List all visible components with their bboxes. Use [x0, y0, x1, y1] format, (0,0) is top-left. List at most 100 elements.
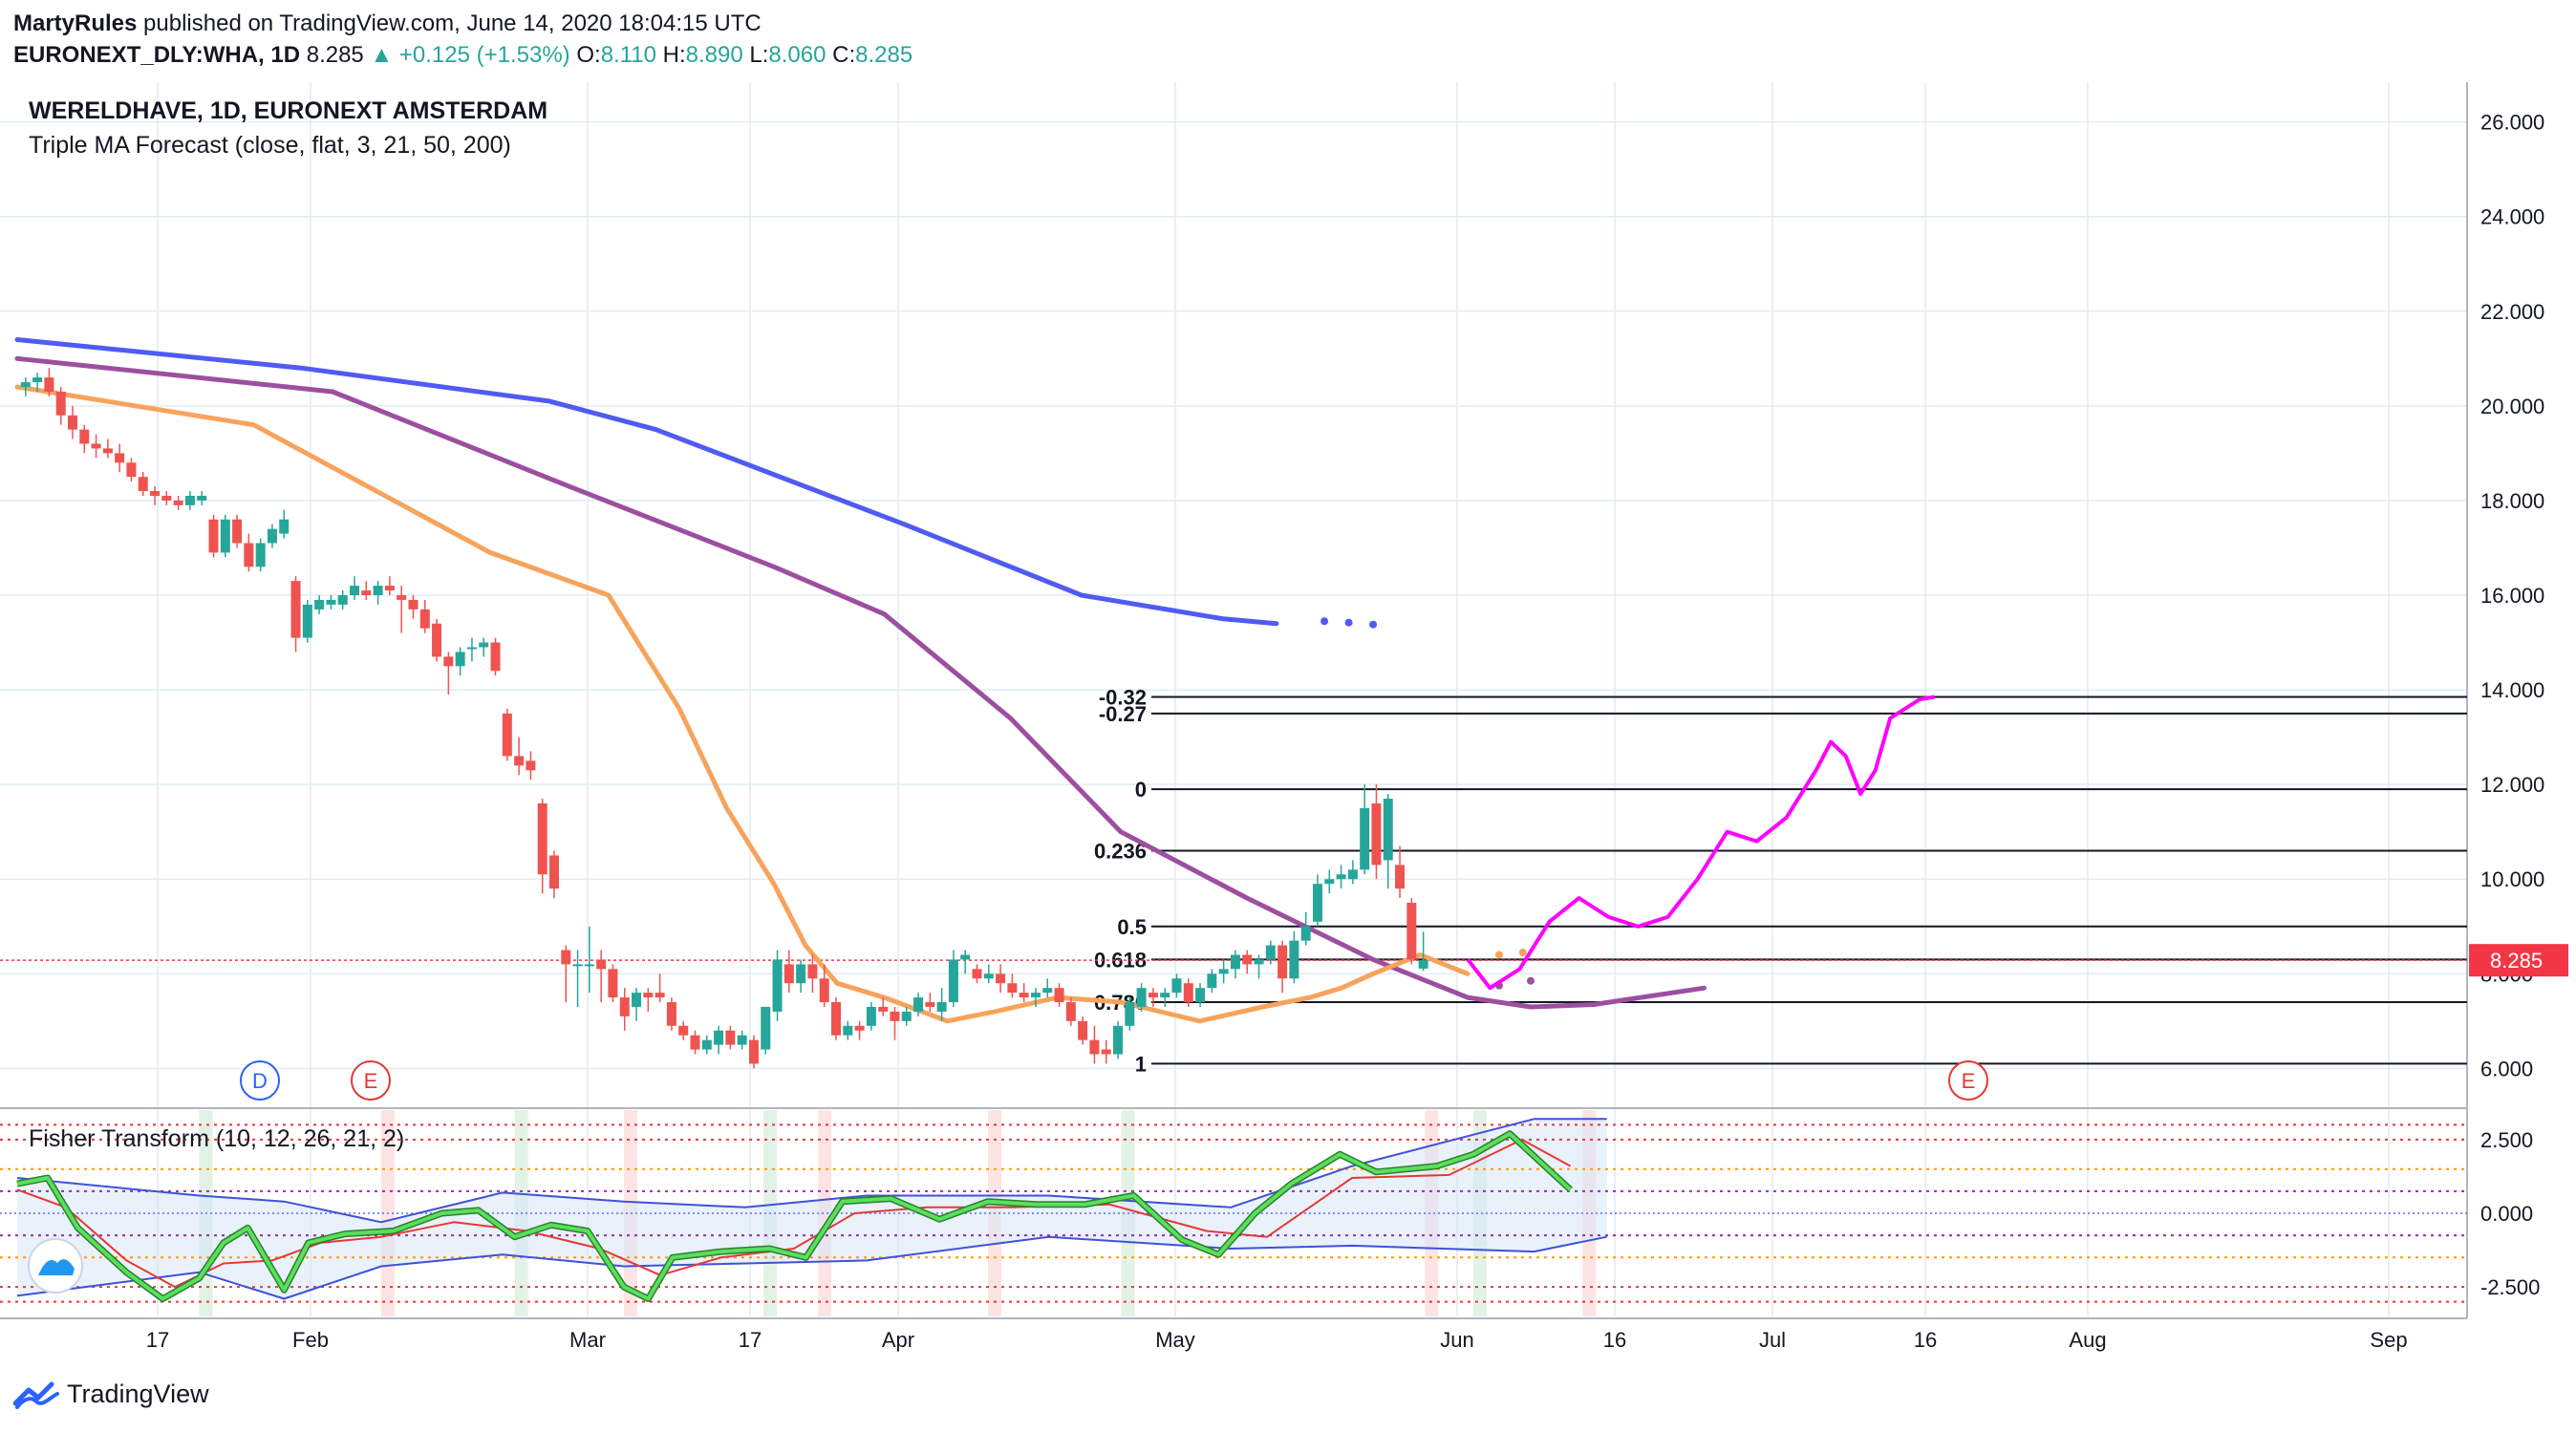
candle-down — [831, 1002, 842, 1036]
footer-brand[interactable]: TradingView — [13, 1380, 209, 1409]
candle-down — [854, 1025, 865, 1031]
candle-up — [184, 495, 195, 505]
earnings-marker — [351, 1060, 391, 1101]
fisher-band-lower — [16, 1235, 1607, 1300]
candle-down — [432, 623, 442, 657]
candle-up — [350, 586, 360, 595]
low-label: L: — [749, 42, 769, 68]
candle-up — [32, 377, 43, 383]
candle-down — [678, 1025, 689, 1036]
author-name[interactable]: MartyRules — [13, 11, 138, 36]
candle-up — [302, 604, 312, 638]
price-tick: 24.000 — [2480, 205, 2544, 229]
price-tick: 12.000 — [2480, 773, 2544, 797]
candle-up — [737, 1035, 747, 1045]
time-tick: Aug — [2069, 1328, 2106, 1352]
candle-up — [1300, 926, 1311, 941]
candle-down — [173, 500, 183, 505]
candlesticks — [20, 368, 1428, 1069]
time-tick: 17 — [739, 1328, 762, 1352]
candle-up — [948, 959, 958, 1003]
earnings-marker-label: E — [364, 1069, 378, 1093]
forecast-line — [1466, 695, 1936, 991]
fisher-band-upper — [16, 1118, 1607, 1224]
candle-up — [1218, 969, 1229, 974]
last-price-tag — [2469, 944, 2568, 977]
dividend-marker — [240, 1060, 280, 1101]
plot-area — [0, 82, 2467, 1318]
close-label: C: — [832, 42, 856, 68]
price-tick: 16.000 — [2480, 584, 2544, 608]
brand-name: TradingView — [67, 1380, 209, 1408]
ma-50-line — [14, 355, 1707, 1010]
symbol-label[interactable]: EURONEXT_DLY:WHA, 1D — [13, 42, 301, 68]
candle-up — [1230, 954, 1240, 970]
candle-up — [220, 519, 230, 553]
candle-up — [1030, 993, 1041, 998]
candle-down — [619, 997, 630, 1016]
candle-down — [244, 543, 254, 567]
candle-up — [1125, 1002, 1135, 1026]
candle-up — [584, 964, 594, 967]
chart-grid — [0, 82, 2468, 1319]
price-tick: 22.000 — [2480, 300, 2544, 324]
fisher-line — [16, 1131, 1572, 1301]
fisher-legend[interactable]: Fisher Transform (10, 12, 26, 21, 2) — [29, 1125, 405, 1152]
price-tick: 10.000 — [2480, 867, 2544, 891]
time-tick: Apr — [882, 1328, 914, 1352]
candle-up — [267, 528, 277, 544]
candle-up — [1347, 869, 1358, 880]
low-value: 8.060 — [768, 42, 826, 68]
candle-up — [913, 997, 924, 1012]
fib-label: 1 — [1135, 1052, 1147, 1076]
candle-down — [784, 964, 794, 984]
ma-200-forecast-dot — [1320, 617, 1329, 626]
earnings-marker-label: E — [1962, 1069, 1976, 1093]
fisher-tick: -2.500 — [2480, 1275, 2540, 1299]
indicator-legend[interactable]: Triple MA Forecast (close, flat, 3, 21, … — [29, 132, 511, 159]
price-tick: 6.000 — [2480, 1057, 2533, 1080]
candle-up — [1207, 973, 1217, 989]
price-tick: 14.000 — [2480, 678, 2544, 702]
candle-up — [772, 959, 783, 1012]
candle-down — [1277, 945, 1288, 979]
ma-21-forecast-dot — [1495, 951, 1503, 959]
candle-down — [1078, 1020, 1088, 1040]
moving-averages — [14, 337, 1707, 1024]
fisher-band-fill — [17, 1119, 1607, 1299]
candle-down — [1089, 1039, 1100, 1055]
time-axis: 17 Feb Mar 17 Apr May Jun 16 Jul 16 Aug Sep — [146, 1328, 2408, 1352]
candle-down — [91, 443, 101, 449]
candle-down — [643, 993, 654, 998]
ma-200-forecast-dot — [1344, 618, 1353, 627]
candle-up — [936, 1002, 947, 1012]
candle-up — [1254, 959, 1264, 965]
candle-down — [807, 964, 818, 979]
candle-down — [666, 1002, 676, 1026]
candle-up — [279, 519, 290, 534]
fib-label: -0.32 — [1099, 686, 1147, 710]
fisher-tick: 2.500 — [2480, 1128, 2533, 1152]
candle-down — [1148, 993, 1158, 998]
candle-down — [502, 713, 512, 757]
candle-down — [1395, 865, 1406, 889]
candle-down — [537, 802, 547, 875]
candle-up — [1324, 879, 1335, 885]
candle-up — [466, 647, 477, 650]
ma-21-line — [14, 384, 1470, 1024]
candle-down — [655, 993, 665, 998]
candle-down — [397, 595, 407, 600]
candle-down — [208, 519, 219, 553]
candle-up — [1289, 940, 1299, 979]
candle-down — [161, 495, 172, 501]
candle-down — [55, 391, 66, 416]
candle-down — [1007, 983, 1018, 994]
time-tick: Jun — [1440, 1328, 1473, 1352]
candle-down — [290, 581, 301, 638]
candle-up — [901, 1011, 912, 1021]
candle-up — [796, 964, 806, 984]
candle-down — [878, 1006, 889, 1012]
time-tick: Jul — [1759, 1328, 1786, 1352]
candle-up — [1113, 1025, 1124, 1055]
candle-down — [1065, 1002, 1076, 1021]
